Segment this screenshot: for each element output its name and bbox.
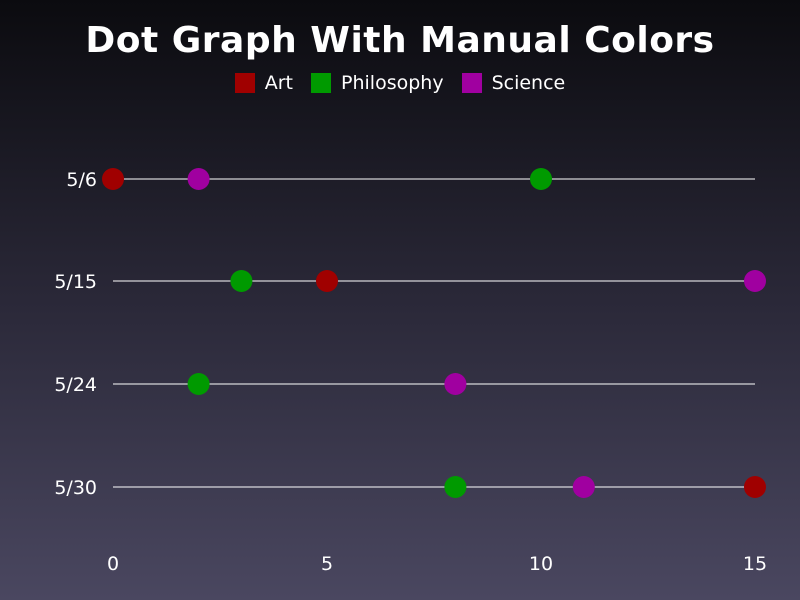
legend-swatch-philosophy [311,73,332,93]
legend-swatch-art [234,73,255,93]
dot-philosophy [230,270,253,292]
legend-item-philosophy: Philosophy [311,72,444,94]
legend-item-science: Science [461,72,566,94]
x-tick-label: 5 [321,553,333,575]
category-label: 5/24 [54,374,97,396]
x-tick-label: 10 [529,553,553,575]
dot-art [102,168,124,190]
dot-science [744,270,766,292]
x-tick-label: 15 [743,553,767,575]
dot-philosophy [187,373,210,395]
dot-art [744,476,766,498]
legend-label-art: Art [264,72,294,94]
legend: Art Philosophy Science [0,72,800,94]
category-label: 5/15 [54,271,97,293]
category-label: 5/30 [54,477,97,499]
chart-title: Dot Graph With Manual Colors [85,20,715,61]
legend-swatch-science [461,73,482,93]
dot-science [572,476,595,498]
category-label: 5/6 [66,169,97,191]
dot-philosophy [530,168,552,190]
legend-item-art: Art [234,72,294,94]
legend-label-philosophy: Philosophy [341,72,444,94]
x-tick-label: 0 [107,553,119,575]
dot-science [187,168,210,190]
dot-science [444,373,467,395]
legend-label-science: Science [491,72,566,94]
dot-art [316,270,338,292]
dot-philosophy [444,476,467,498]
